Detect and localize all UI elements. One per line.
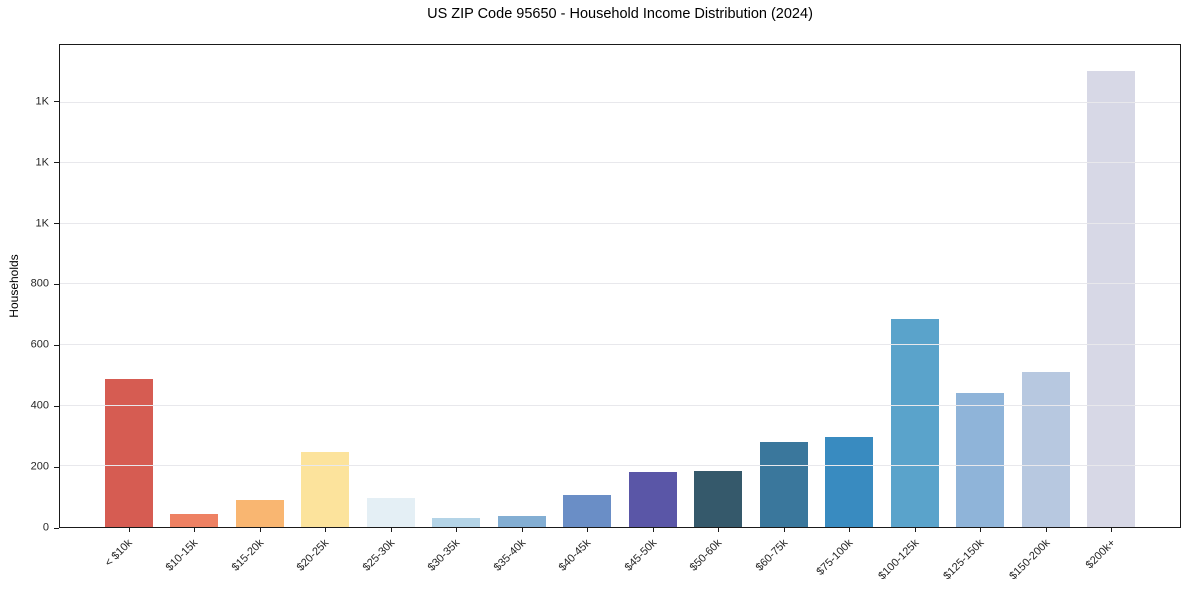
gridline (60, 162, 1180, 164)
gridline (60, 404, 1180, 406)
y-tick-label: 400 (30, 399, 49, 412)
bar-$200k+ (1087, 71, 1136, 527)
bar-slot: $50-60k (686, 45, 752, 574)
y-tick-label: 1K (35, 156, 49, 169)
x-tick-mark (259, 527, 261, 532)
x-tick-mark (718, 527, 720, 532)
gridline (60, 344, 1180, 346)
x-tick-mark (783, 527, 785, 532)
bar-$60-75k (759, 442, 808, 527)
x-tick-label-text: $100-125k (875, 537, 922, 583)
x-tick-label-text: $75-100k (814, 537, 856, 578)
bar-slot: $30-35k (424, 45, 490, 574)
bar-$50-60k (694, 471, 743, 527)
x-tick-mark (980, 527, 982, 532)
x-tick-label-text: $125-150k (941, 537, 987, 583)
bar-slot: $200k+ (1079, 45, 1145, 571)
y-tick-label: 0 (42, 521, 49, 534)
y-tick-mark (54, 283, 59, 285)
x-tick-mark (456, 527, 458, 532)
x-tick-mark (390, 527, 392, 532)
x-tick-mark (128, 527, 130, 532)
x-tick-mark (325, 527, 327, 532)
bar-slot: $75-100k (815, 45, 883, 578)
bar-$45-50k (628, 472, 677, 527)
bar-$150-200k (1021, 371, 1070, 527)
bar-slot: $100-125k (876, 45, 948, 582)
bar-$100-125k (890, 319, 939, 527)
bar-$40-45k (563, 494, 612, 527)
bar-$25-30k (366, 497, 415, 527)
bar-slot: $20-25k (293, 45, 359, 574)
bar-$20-25k (301, 452, 350, 527)
x-tick-label-text: $45-50k (622, 537, 660, 574)
x-tick-label-text: $15-20k (229, 537, 267, 574)
gridline (60, 222, 1180, 224)
bar-$10-15k (170, 514, 219, 527)
x-tick-label-text: < $10k (103, 537, 136, 570)
x-tick-mark (1045, 527, 1047, 532)
bar-$30-35k (432, 517, 481, 527)
y-tick-mark (54, 466, 59, 468)
y-tick-label: 1K (35, 95, 49, 108)
bar-slot: $25-30k (358, 45, 424, 574)
x-tick-label-text: $10-15k (164, 537, 201, 574)
gridline (60, 283, 1180, 285)
bar-slot: $15-20k (227, 45, 293, 574)
plot-area: < $10k $10-15k $15-20k $20-25k $25-30k $30-35… (59, 44, 1181, 582)
y-axis: 0 200 400 600 800 1K 1K 1K (0, 44, 59, 533)
gridline (60, 101, 1180, 103)
x-tick-label-text: $200k+ (1083, 537, 1118, 572)
bar-slot: $45-50k (620, 45, 686, 574)
bar-$35-40k (497, 515, 546, 527)
bar-$125-150k (956, 392, 1005, 527)
bars-layer: < $10k $10-15k $15-20k $20-25k $25-30k $30-35… (60, 45, 1180, 582)
gridline (60, 465, 1180, 467)
x-tick-mark (914, 527, 916, 532)
y-tick-label: 1K (35, 217, 49, 230)
y-tick-mark (54, 344, 59, 346)
x-tick-label-text: $35-40k (491, 537, 529, 574)
x-tick-mark (1111, 527, 1113, 532)
x-tick-label-text: $25-30k (360, 537, 398, 574)
y-tick-label: 200 (30, 460, 49, 473)
x-tick-label-text: $50-60k (688, 537, 725, 574)
x-tick-mark (849, 527, 851, 532)
x-tick-label-text: $150-200k (1006, 537, 1053, 583)
x-tick-mark (521, 527, 523, 532)
bar-slot: $35-40k (489, 45, 555, 574)
chart-title: US ZIP Code 95650 - Household Income Dis… (427, 6, 813, 22)
bar-slot: $60-75k (751, 45, 817, 574)
bar-slot: $10-15k (162, 45, 228, 574)
y-tick-mark (54, 223, 59, 225)
bar-$75-100k (825, 437, 874, 527)
y-tick-label: 600 (30, 338, 49, 351)
y-tick-mark (54, 101, 59, 103)
x-tick-label-text: $60-75k (753, 537, 791, 574)
y-tick-mark (54, 162, 59, 164)
bar-$15-20k (235, 500, 284, 527)
x-tick-label-text: $30-35k (426, 537, 463, 574)
y-tick-mark (54, 527, 59, 529)
x-tick-label-text: $40-45k (557, 537, 594, 574)
x-tick-label-text: $20-25k (295, 537, 332, 574)
x-tick-mark (194, 527, 196, 532)
bar-slot: $40-45k (555, 45, 621, 574)
bar-slot: $150-200k (1007, 45, 1079, 582)
bar-slot: < $10k (96, 45, 162, 569)
bar-slot: $125-150k (941, 45, 1014, 582)
y-tick-mark (54, 405, 59, 407)
x-tick-mark (652, 527, 654, 532)
x-tick-mark (587, 527, 589, 532)
y-tick-label: 800 (30, 277, 49, 290)
bar-< $10k (104, 379, 153, 527)
